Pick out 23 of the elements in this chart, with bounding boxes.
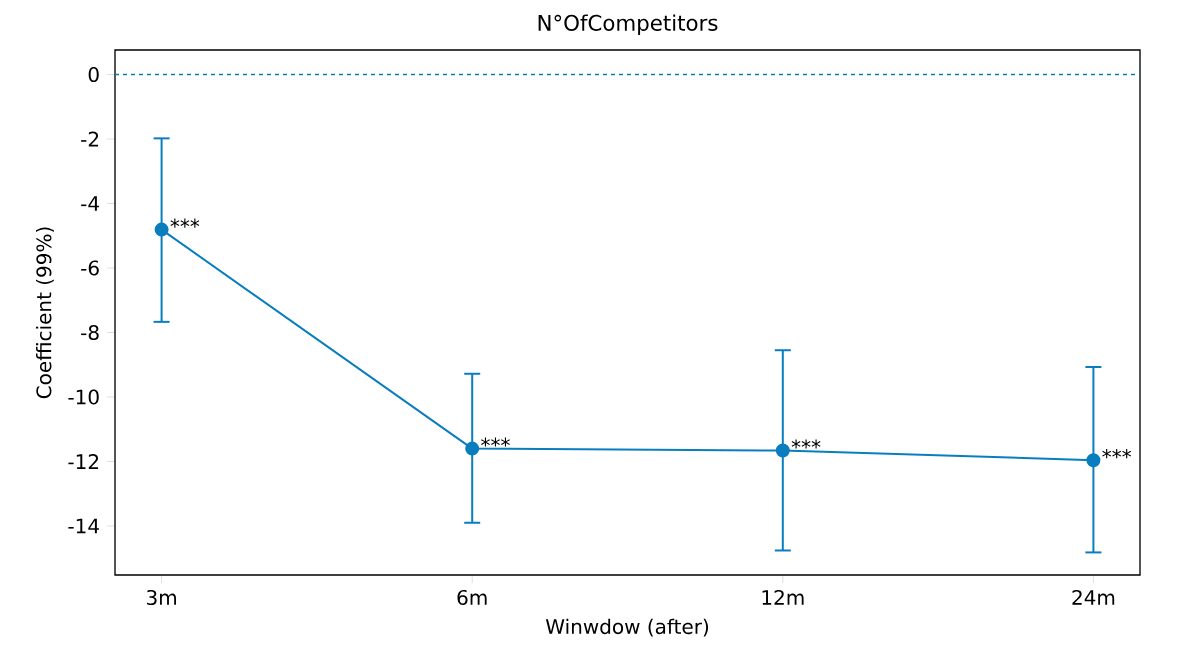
x-tick-label: 3m — [147, 589, 176, 606]
annotation: *** — [170, 218, 200, 228]
point — [775, 443, 790, 458]
y-tick-label: -10 — [68, 389, 99, 405]
point — [1086, 453, 1101, 468]
x-tick-label: 24m — [1072, 589, 1115, 605]
y-tick-label: -12 — [68, 454, 99, 469]
annotation: *** — [1102, 449, 1132, 459]
chart-title: N°OfCompetitors — [538, 14, 718, 36]
y-tick-label: -2 — [81, 131, 99, 147]
x-tick-label: 6m — [457, 589, 487, 606]
y-axis-title: Coefficient (99%) — [35, 227, 54, 399]
y-tick-label: 0 — [88, 66, 99, 83]
y-tick-label: -8 — [81, 324, 99, 341]
x-tick-label: 12m — [762, 589, 804, 605]
annotation: *** — [791, 439, 821, 449]
y-tick-label: -4 — [81, 196, 99, 211]
x-axis-title: Winwdow (after) — [545, 618, 709, 637]
y-tick-label: -6 — [81, 260, 99, 276]
point — [154, 222, 169, 237]
point — [465, 441, 480, 456]
y-tick-label: -14 — [68, 518, 99, 534]
annotation: *** — [481, 437, 510, 447]
